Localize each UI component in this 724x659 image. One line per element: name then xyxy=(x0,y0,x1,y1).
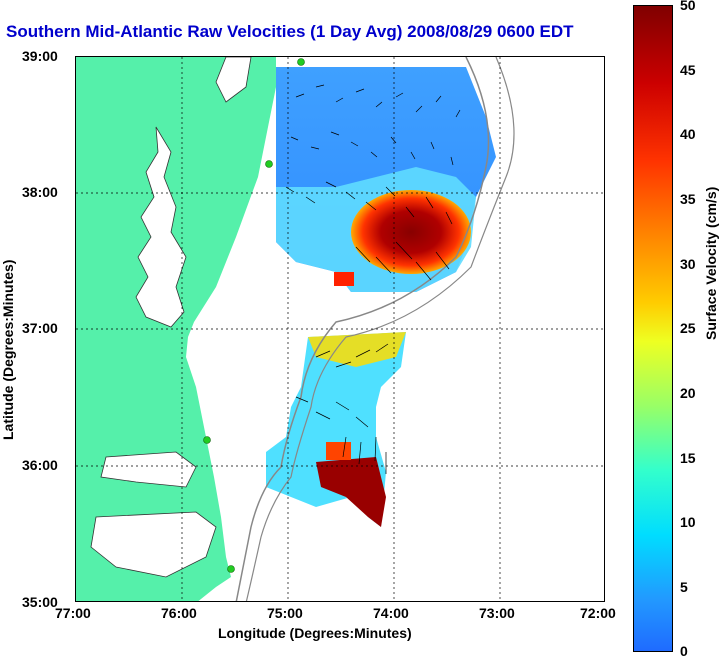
y-tick: 37:00 xyxy=(22,320,58,336)
x-tick: 77:00 xyxy=(55,605,91,621)
y-tick: 35:00 xyxy=(22,594,58,610)
colorbar-tick: 30 xyxy=(680,256,696,272)
colorbar-tick: 5 xyxy=(680,579,688,595)
colorbar-label: Surface Velocity (cm/s) xyxy=(703,186,719,340)
y-axis-label: Latitude (Degrees:Minutes) xyxy=(0,259,16,440)
y-tick: 38:00 xyxy=(22,184,58,200)
x-tick: 74:00 xyxy=(373,605,409,621)
delaware-bay xyxy=(215,57,252,103)
albemarle-sound xyxy=(100,451,197,488)
map-canvas xyxy=(76,57,604,601)
x-tick: 72:00 xyxy=(580,605,616,621)
x-axis-label: Longitude (Degrees:Minutes) xyxy=(218,625,412,641)
colorbar xyxy=(633,5,673,652)
map-title: Southern Mid-Atlantic Raw Velocities (1 … xyxy=(6,22,574,41)
colorbar-tick: 40 xyxy=(680,126,696,142)
colorbar-tick: 45 xyxy=(680,62,696,78)
colorbar-tick: 15 xyxy=(680,450,696,466)
bathymetry-contour xyxy=(235,57,490,601)
station-markers xyxy=(203,58,305,573)
colorbar-tick: 25 xyxy=(680,320,696,336)
x-tick: 76:00 xyxy=(161,605,197,621)
colorbar-tick: 0 xyxy=(680,643,688,659)
velocity-map xyxy=(75,56,605,602)
colorbar-tick: 35 xyxy=(680,191,696,207)
x-tick: 73:00 xyxy=(479,605,515,621)
colorbar-tick: 50 xyxy=(680,0,696,13)
y-tick: 39:00 xyxy=(22,48,58,64)
grid-lines xyxy=(76,57,604,601)
chesapeake-bay xyxy=(135,126,187,328)
pamlico-sound xyxy=(90,511,217,578)
y-tick: 36:00 xyxy=(22,457,58,473)
velocity-arrows xyxy=(285,84,461,474)
colorbar-tick: 20 xyxy=(680,385,696,401)
x-tick: 75:00 xyxy=(267,605,303,621)
colorbar-tick: 10 xyxy=(680,514,696,530)
